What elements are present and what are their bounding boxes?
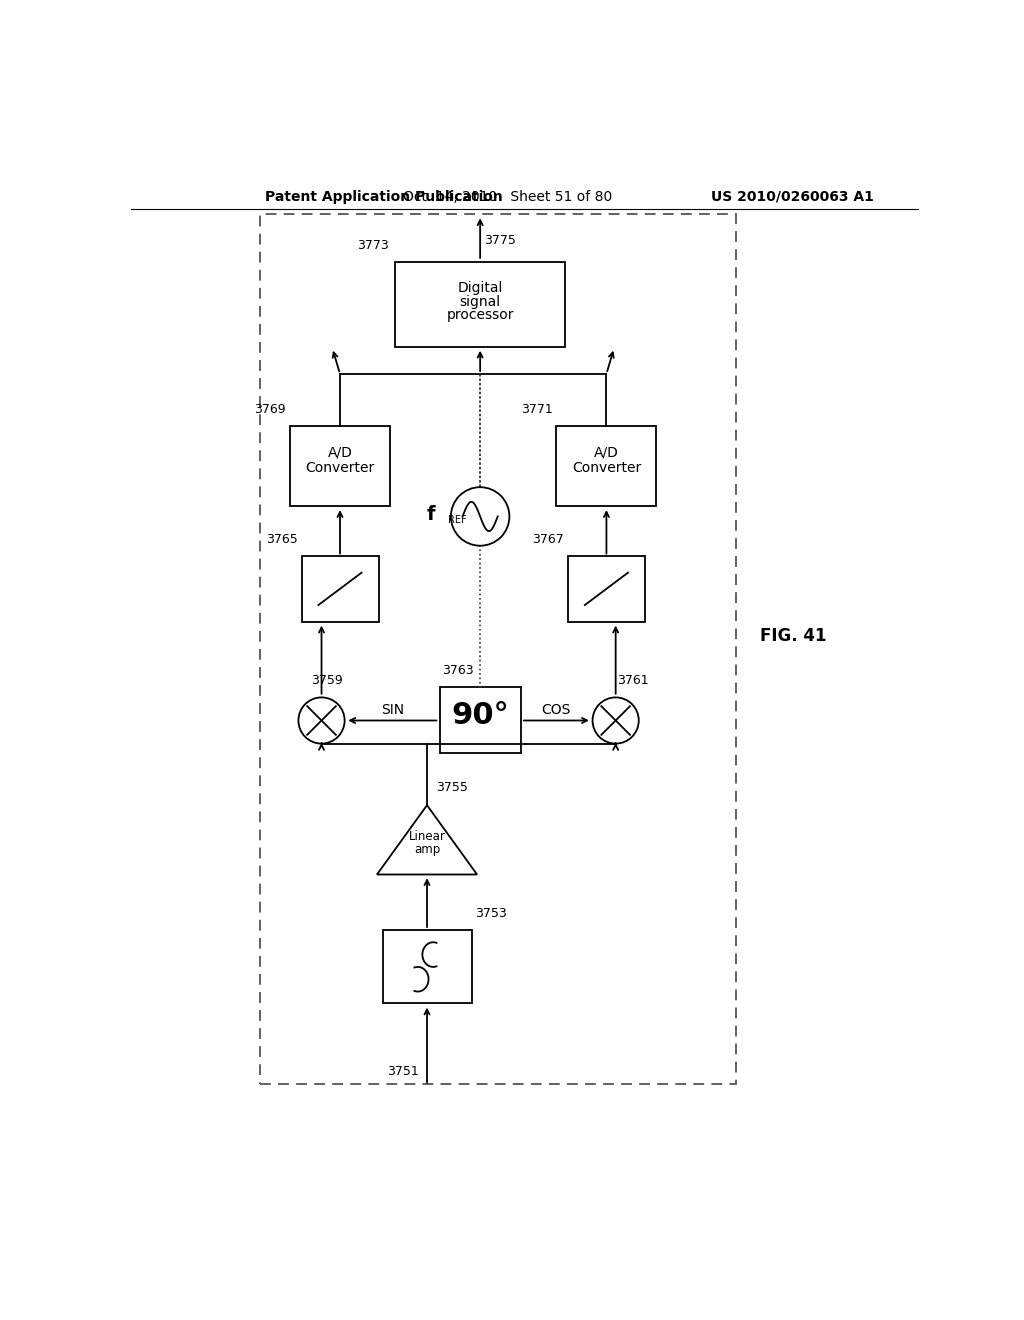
- Text: REF: REF: [447, 515, 466, 524]
- Text: 90°: 90°: [452, 701, 509, 730]
- Text: Oct. 14, 2010   Sheet 51 of 80: Oct. 14, 2010 Sheet 51 of 80: [403, 190, 612, 203]
- Polygon shape: [440, 688, 521, 752]
- Polygon shape: [395, 263, 565, 347]
- Text: 3751: 3751: [387, 1065, 419, 1078]
- Polygon shape: [301, 557, 379, 622]
- Text: Linear: Linear: [409, 830, 445, 843]
- Text: Digital: Digital: [458, 281, 503, 294]
- Text: signal: signal: [460, 294, 501, 309]
- Text: Converter: Converter: [305, 461, 375, 475]
- Text: 3765: 3765: [266, 533, 298, 546]
- Text: 3759: 3759: [310, 673, 342, 686]
- Text: A/D: A/D: [328, 446, 352, 459]
- Text: COS: COS: [542, 702, 571, 717]
- Polygon shape: [377, 805, 477, 875]
- Text: amp: amp: [414, 842, 440, 855]
- Polygon shape: [383, 929, 472, 1003]
- Text: 3773: 3773: [357, 239, 389, 252]
- Text: SIN: SIN: [381, 702, 403, 717]
- Text: 3763: 3763: [441, 664, 473, 677]
- Circle shape: [451, 487, 509, 545]
- Text: 3769: 3769: [255, 403, 286, 416]
- Text: 3761: 3761: [617, 673, 649, 686]
- Circle shape: [298, 697, 345, 743]
- Text: 3767: 3767: [532, 533, 564, 546]
- Circle shape: [593, 697, 639, 743]
- Text: US 2010/0260063 A1: US 2010/0260063 A1: [712, 190, 874, 203]
- Polygon shape: [568, 557, 645, 622]
- Text: 3755: 3755: [436, 781, 468, 795]
- Text: $\mathbf{f}$: $\mathbf{f}$: [426, 504, 437, 524]
- Text: 3771: 3771: [521, 403, 553, 416]
- Polygon shape: [556, 425, 656, 507]
- Text: 3775: 3775: [484, 234, 516, 247]
- Text: Patent Application Publication: Patent Application Publication: [265, 190, 503, 203]
- Text: 3753: 3753: [475, 907, 507, 920]
- Text: Converter: Converter: [571, 461, 641, 475]
- Text: FIG. 41: FIG. 41: [760, 627, 826, 644]
- Text: A/D: A/D: [594, 446, 618, 459]
- Polygon shape: [290, 425, 390, 507]
- Text: processor: processor: [446, 309, 514, 322]
